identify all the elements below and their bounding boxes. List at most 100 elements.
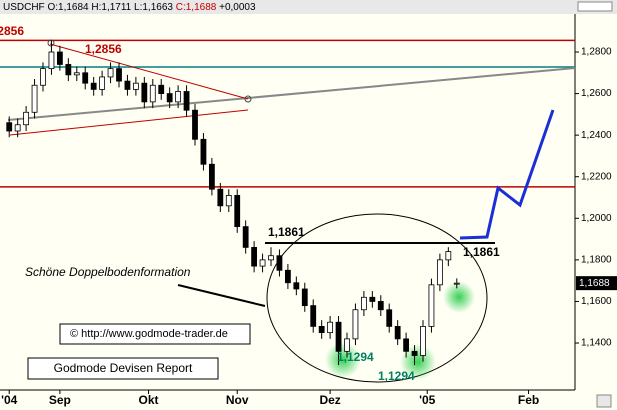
candle-body [234, 195, 241, 228]
x-tick-label: Okt [139, 393, 159, 407]
candle-body [217, 188, 224, 207]
header-close: C:1,1688 [176, 2, 217, 13]
y-tick-label: 1,2000 [581, 213, 612, 224]
candle-body [293, 282, 300, 290]
candle-body [149, 84, 156, 103]
triangle-upper [49, 43, 249, 100]
candle-body [65, 64, 72, 76]
candle-body [344, 338, 350, 352]
candle-body [318, 325, 325, 334]
y-tick-label: 1,2200 [581, 171, 612, 182]
projection [459, 109, 555, 240]
candle-body [335, 321, 342, 352]
x-tick-label: Sep [49, 393, 71, 407]
header-low: L:1,1663 [134, 2, 173, 13]
trend-line [7, 67, 576, 121]
candle-body [276, 255, 283, 271]
candle-body [73, 72, 80, 76]
candle-body [107, 68, 114, 78]
resize-handle[interactable] [596, 394, 612, 408]
report-label: Godmode Devisen Report [54, 361, 193, 375]
candle-body [132, 82, 139, 90]
glow [443, 281, 475, 313]
candle-body [124, 80, 131, 90]
candle-body [377, 301, 384, 311]
candle-body [403, 338, 410, 352]
pattern-ellipse [266, 213, 488, 383]
candle-body [90, 82, 97, 90]
candle-body [428, 284, 435, 327]
header-change: +0,0003 [219, 2, 256, 13]
candle-body [6, 122, 13, 132]
y-tick-label: 1,1400 [581, 338, 612, 349]
pointer-line [177, 284, 266, 307]
candle-body [352, 309, 359, 340]
candle-body [445, 251, 452, 261]
candle-body [242, 226, 249, 248]
scroll-box[interactable] [577, 1, 613, 12]
candle-body [116, 68, 122, 82]
annotation: 1,1294 [378, 369, 415, 383]
candle-body [225, 195, 232, 207]
candle-body [360, 296, 367, 311]
candle-body [40, 68, 46, 86]
source-box [59, 323, 251, 345]
source: © http://www.godmode-trader.de [70, 328, 228, 340]
candle-body [208, 163, 215, 190]
candle-body [386, 309, 393, 327]
x-tick-label: '04 [1, 393, 18, 407]
glow [325, 342, 361, 378]
candle-body [192, 109, 198, 140]
candle-body [251, 247, 258, 267]
candle-body [200, 138, 207, 165]
candle-body [310, 305, 317, 327]
candle-body [369, 296, 376, 302]
x-tick-label: Dez [319, 393, 340, 407]
level-label: 1,2856 [0, 24, 24, 38]
y-tick-label: 1,1800 [581, 255, 612, 266]
candle-body [394, 325, 401, 340]
y-tick-label: 1,2800 [581, 47, 612, 58]
candle-body [453, 282, 460, 285]
candle-body [420, 325, 426, 356]
last-price-label: 1,1688 [579, 278, 610, 289]
candle-body [411, 350, 418, 356]
annotation: Schöne Doppelbodenformation [25, 265, 191, 279]
x-tick-label: '05 [419, 393, 436, 407]
candle-body [56, 51, 63, 65]
annotation: 1,1861 [268, 225, 305, 239]
candle-body [284, 269, 291, 284]
candle-body [175, 91, 182, 103]
candle-body [141, 82, 148, 103]
y-tick-label: 1,2600 [581, 88, 612, 99]
candle-body [327, 321, 334, 334]
candle-body [268, 255, 274, 261]
candle-body [183, 91, 190, 111]
report-box [27, 357, 219, 380]
annotation: 1,1861 [463, 245, 500, 259]
candle-body [301, 288, 308, 307]
header-high: H:1,1711 [91, 2, 131, 13]
y-tick-label: 1,2400 [581, 130, 612, 141]
header-bar [0, 0, 617, 14]
x-tick-label: Nov [226, 393, 249, 407]
glow [400, 344, 436, 380]
candle-body [99, 76, 106, 90]
triangle-lower [9, 109, 249, 136]
y-tick-label: 1,1600 [581, 296, 612, 307]
candle-body [48, 51, 55, 70]
candle-body [31, 84, 38, 113]
candle-body [14, 124, 21, 132]
annotation: 1,1294 [337, 350, 374, 364]
candle-body [166, 93, 173, 103]
marker [244, 95, 252, 103]
x-tick-label: Feb [518, 393, 539, 407]
header: USDCHF O:1,1684 H:1,1711 L:1,1663 C:1,16… [3, 2, 256, 13]
annotation: 1,2856 [85, 42, 122, 56]
candle-body [23, 111, 30, 126]
candle-body [82, 72, 89, 84]
last-price-box [576, 276, 617, 291]
header-open: O:1,1684 [47, 2, 89, 13]
